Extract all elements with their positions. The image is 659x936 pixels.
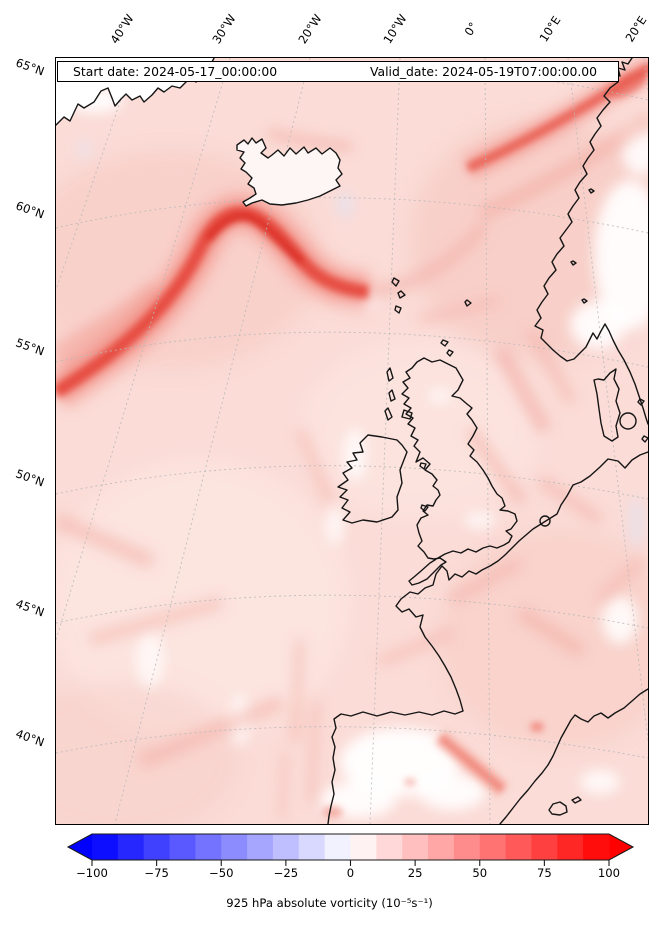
- spain-vorticity-filament: [323, 722, 544, 818]
- colorbar-gradient: [92, 834, 610, 860]
- colorbar-segment: [557, 834, 584, 860]
- ijsselmeer: [539, 515, 551, 527]
- map-panel: [56, 58, 648, 824]
- colorbar-segment: [531, 834, 558, 860]
- latitude-tick-label: 45°N: [13, 596, 47, 620]
- colorbar-segment: [324, 834, 352, 860]
- colorbar-segment: [169, 834, 196, 860]
- europe-atlantic-coastline: [327, 451, 648, 824]
- longitude-tick-label: 20°E: [622, 13, 650, 45]
- longitude-tick-label: 10°W: [380, 11, 410, 47]
- isle-of-man: [419, 462, 427, 470]
- colorbar-segment: [453, 834, 481, 860]
- denmark-coastline: [593, 368, 621, 442]
- mediterranean-coastline: [499, 688, 648, 824]
- latitude-tick-label: 65°N: [13, 55, 47, 79]
- norway-vorticity-filament: [463, 58, 648, 179]
- colorbar-tick-value: 25: [407, 866, 423, 880]
- longitude-tick-label: 10°E: [536, 13, 564, 45]
- colorbar-segment: [402, 834, 429, 860]
- colorbar-segment: [272, 834, 300, 860]
- colorbar-tick-value: −50: [209, 866, 234, 880]
- colorbar-axis-label: 925 hPa absolute vorticity (10⁻⁵s⁻¹): [226, 896, 433, 910]
- ireland-coastline: [337, 434, 408, 524]
- colorbar-tick-value: 100: [597, 866, 621, 880]
- title-box: Start date: 2024-05-17_00:00:00 Valid_da…: [57, 61, 619, 82]
- longitude-tick-label: 20°W: [295, 11, 325, 47]
- latitude-tick-label: 60°N: [13, 198, 47, 222]
- colorbar-segment: [350, 834, 377, 860]
- colorbar-segment: [505, 834, 533, 860]
- colorbar-segment: [195, 834, 222, 860]
- vorticity-map: [56, 58, 648, 824]
- colorbar: [66, 833, 635, 866]
- longitude-tick-label: 0°: [461, 19, 481, 39]
- colorbar-segment: [583, 834, 610, 860]
- colorbar-segment: [117, 834, 145, 860]
- colorbar-segment: [428, 834, 455, 860]
- vorticity-field-layer: [56, 58, 648, 824]
- valid-date-text: Valid_date: 2024-05-19T07:00:00.00: [370, 64, 598, 79]
- greenland-coastline: [56, 58, 215, 126]
- anglesey-island: [420, 504, 429, 512]
- great-britain-coastline: [401, 357, 518, 586]
- longitude-tick-label: 40°W: [107, 11, 137, 47]
- longitude-tick-label: 30°W: [209, 11, 239, 47]
- latitude-tick-label: 55°N: [13, 335, 47, 359]
- colorbar-segment: [92, 834, 119, 860]
- iceland-coastline: [236, 137, 343, 207]
- hebrides-islands: [384, 367, 413, 421]
- faroe-islands: [391, 277, 406, 314]
- mallorca-island: [548, 801, 568, 816]
- latitude-tick-label: 40°N: [13, 726, 47, 750]
- colorbar-right-arrow: [609, 834, 633, 860]
- colorbar-ticks: [91, 860, 610, 866]
- colorbar-segment: [143, 834, 171, 860]
- colorbar-tick-value: −25: [273, 866, 299, 880]
- norway-coastline: [534, 58, 648, 425]
- zealand-island: [619, 412, 637, 430]
- colorbar-segment: [479, 834, 507, 860]
- colorbar-left-arrow: [68, 834, 92, 860]
- orkney-shetland-islands: [440, 299, 472, 357]
- start-date-text: Start date: 2024-05-17_00:00:00: [73, 64, 278, 79]
- colorbar-tick-value: 50: [472, 866, 488, 880]
- colorbar-tick-value: 0: [346, 866, 355, 880]
- latitude-tick-label: 50°N: [13, 466, 47, 490]
- colorbar-segment: [221, 834, 248, 860]
- menorca-island: [571, 796, 582, 804]
- colorbar-segment: [298, 834, 326, 860]
- colorbar-tick-value: −100: [76, 866, 108, 880]
- colorbar-tick-value: −75: [144, 866, 169, 880]
- danish-islets: [637, 398, 648, 443]
- colorbar-tick-value: 75: [536, 866, 552, 880]
- coastline-layer: [56, 58, 648, 824]
- colorbar-segment: [247, 834, 274, 860]
- main-vorticity-filament: [56, 189, 372, 412]
- norwegian-skerries: [570, 188, 595, 304]
- colorbar-segment: [376, 834, 403, 860]
